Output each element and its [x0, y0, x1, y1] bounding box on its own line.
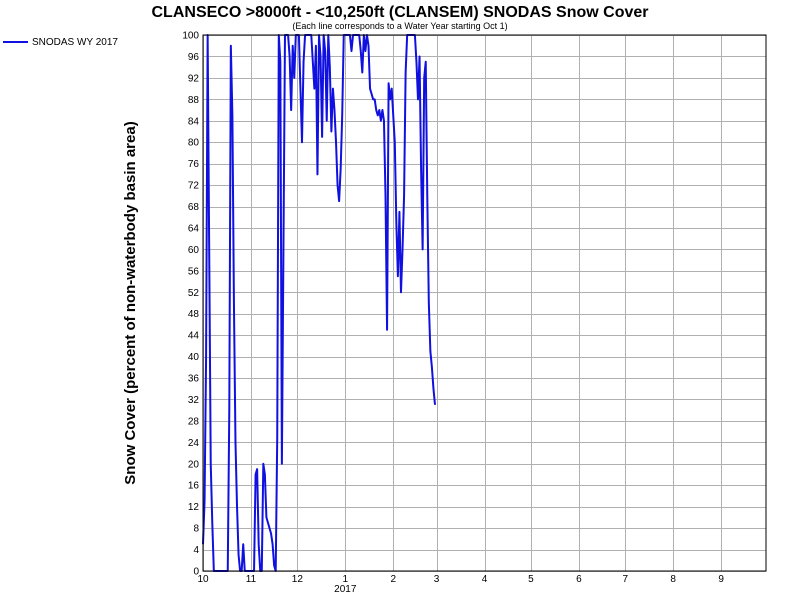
y-tick-label: 88: [188, 95, 200, 106]
x-tick-label: 10: [197, 574, 209, 585]
x-tick-label: 3: [434, 574, 440, 585]
series-line: [202, 34, 437, 572]
chart-subtitle: (Each line corresponds to a Water Year s…: [292, 21, 507, 31]
y-tick-label: 60: [188, 245, 200, 256]
x-tick-label: 9: [718, 574, 724, 585]
x-tick-label: 1: [343, 574, 349, 585]
x-tick-label: 7: [622, 574, 628, 585]
y-tick-label: 84: [188, 116, 200, 127]
y-gridlines: [203, 35, 766, 572]
y-tick-labels: 0481216202428323640444852566064687276808…: [182, 31, 199, 578]
y-tick-label: 76: [188, 159, 200, 170]
x-tick-label: 8: [670, 574, 676, 585]
series-layer: [202, 34, 437, 572]
y-tick-label: 96: [188, 52, 200, 63]
x-tick-label: 5: [528, 574, 534, 585]
y-tick-label: 80: [188, 138, 200, 149]
y-tick-label: 56: [188, 266, 200, 277]
y-tick-label: 64: [188, 223, 200, 234]
y-tick-label: 4: [193, 545, 199, 556]
y-tick-label: 44: [188, 331, 200, 342]
legend: SNODAS WY 2017: [3, 37, 118, 48]
y-tick-label: 32: [188, 395, 200, 406]
year-label: 2017: [334, 584, 357, 595]
y-tick-label: 36: [188, 374, 200, 385]
x-tick-label: 6: [576, 574, 582, 585]
plot-frame: [202, 34, 767, 572]
y-tick-label: 52: [188, 288, 200, 299]
x-tick-label: 11: [246, 574, 257, 585]
x-gridlines: [203, 35, 722, 571]
x-tick-label: 2: [390, 574, 396, 585]
chart-title: CLANSECO >8000ft - <10,250ft (CLANSEM) S…: [152, 4, 649, 21]
y-tick-label: 24: [188, 438, 200, 449]
y-tick-label: 8: [193, 524, 199, 535]
y-axis-label: Snow Cover (percent of non-waterbody bas…: [122, 121, 139, 484]
y-tick-label: 68: [188, 202, 200, 213]
y-tick-label: 16: [188, 481, 200, 492]
y-tick-label: 0: [193, 567, 199, 578]
y-tick-label: 100: [182, 31, 199, 42]
legend-label: SNODAS WY 2017: [32, 37, 118, 48]
y-tick-label: 72: [188, 181, 200, 192]
y-tick-label: 92: [188, 73, 200, 84]
y-tick-label: 20: [188, 459, 200, 470]
x-tick-label: 12: [292, 574, 304, 585]
y-tick-label: 48: [188, 309, 200, 320]
y-tick-label: 12: [188, 502, 200, 513]
x-tick-label: 4: [482, 574, 488, 585]
y-tick-label: 40: [188, 352, 200, 363]
y-tick-label: 28: [188, 416, 200, 427]
